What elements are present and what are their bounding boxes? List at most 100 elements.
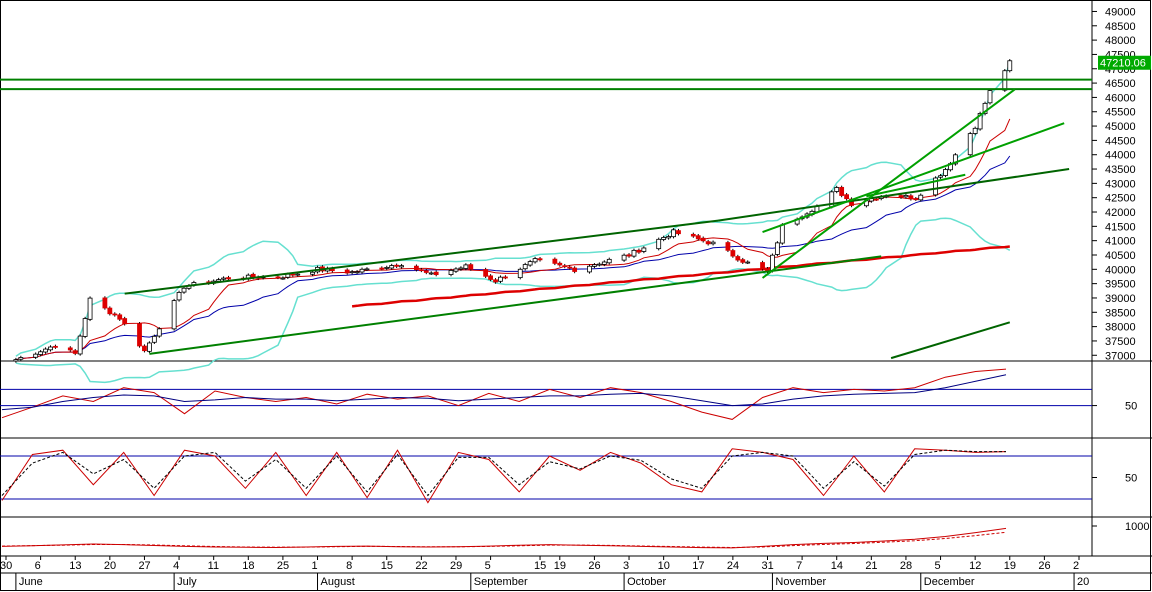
candle-down — [488, 275, 493, 280]
candle-up — [13, 359, 19, 362]
candle-up — [952, 154, 958, 165]
price-tick-label: 48500 — [1105, 21, 1136, 33]
candle-up — [399, 265, 404, 268]
month-label: December — [924, 576, 975, 588]
rsi-tick-label: 50 — [1125, 401, 1137, 413]
candle-up — [359, 268, 365, 273]
candle-down — [562, 265, 568, 268]
candle-up — [661, 237, 667, 240]
candle-up — [671, 229, 676, 238]
price-tick-label: 44000 — [1105, 150, 1136, 162]
candle-down — [740, 259, 746, 263]
rsi-series-line — [1, 368, 1007, 420]
candle-up — [596, 263, 602, 266]
day-tick-label: 18 — [242, 560, 254, 572]
candle-up — [389, 265, 395, 269]
candle-up — [156, 328, 162, 337]
candle-down — [730, 250, 736, 257]
candle-up — [171, 300, 177, 330]
candle-up — [745, 261, 751, 264]
day-tick-label: 26 — [1038, 560, 1050, 572]
candle-up — [498, 276, 503, 282]
price-tick-label: 41000 — [1105, 236, 1136, 248]
day-tick-label: 29 — [450, 560, 462, 572]
candle-up — [77, 335, 83, 355]
candle-down — [695, 235, 701, 240]
candle-down — [844, 194, 849, 200]
candle-down — [344, 269, 350, 274]
day-tick-label: 21 — [865, 560, 877, 572]
moving-average-long — [351, 245, 1010, 308]
candle-up — [82, 318, 88, 337]
candle-down — [503, 276, 508, 279]
candle-up — [354, 271, 360, 274]
candle-up — [458, 267, 464, 270]
candle-down — [107, 307, 113, 315]
volume-series-line — [1, 531, 1007, 549]
candle-up — [48, 346, 53, 351]
candle-down — [468, 264, 474, 270]
candle-down — [552, 258, 558, 264]
volume-tick-label: 1000 — [1125, 521, 1149, 533]
candle-up — [987, 90, 993, 104]
price-tick-label: 37000 — [1105, 350, 1136, 362]
candle-up — [606, 258, 612, 264]
candle-down — [873, 198, 879, 201]
month-label: August — [321, 576, 355, 588]
trendline — [890, 321, 1011, 360]
candle-down — [226, 277, 231, 280]
candle-up — [774, 242, 780, 255]
month-label: November — [775, 576, 826, 588]
candle-up — [938, 175, 943, 178]
day-tick-label: 8 — [346, 560, 352, 572]
candle-down — [418, 269, 424, 272]
trendline — [124, 219, 719, 295]
candle-up — [779, 224, 785, 244]
day-tick-label: 26 — [588, 560, 600, 572]
candle-up — [532, 258, 538, 263]
last-price-tag — [1098, 55, 1151, 70]
candle-up — [631, 249, 637, 257]
candle-down — [72, 350, 78, 354]
candle-up — [522, 264, 528, 270]
candle-up — [43, 348, 48, 353]
candle-up — [151, 335, 157, 343]
moving-average-20 — [15, 155, 1011, 361]
day-tick-label: 5 — [485, 560, 491, 572]
candle-up — [453, 268, 459, 272]
trendline — [762, 122, 1065, 234]
day-tick-label: 19 — [1004, 560, 1016, 572]
stochastic-series-line — [1, 449, 1006, 497]
candle-up — [295, 273, 301, 276]
day-tick-label: 30 — [0, 560, 12, 572]
day-tick-label: 7 — [796, 560, 802, 572]
candle-up — [710, 241, 716, 245]
candle-up — [601, 261, 607, 265]
candle-down — [636, 249, 642, 253]
candle-up — [310, 271, 315, 275]
candle-up — [463, 264, 469, 269]
candle-down — [423, 270, 429, 273]
trendline — [761, 88, 1016, 279]
candles — [13, 59, 1013, 363]
candle-up — [933, 177, 939, 196]
candle-up — [38, 351, 44, 355]
candle-down — [690, 233, 696, 237]
candle-up — [641, 247, 647, 252]
bollinger-lower — [15, 217, 1011, 384]
candle-down — [433, 271, 439, 276]
candle-down — [572, 267, 578, 272]
bollinger-upper — [15, 61, 1011, 357]
candle-up — [1007, 60, 1013, 72]
day-tick-label: 19 — [554, 560, 566, 572]
day-tick-label: 15 — [381, 560, 393, 572]
candle-down — [537, 258, 543, 261]
day-tick-label: 25 — [277, 560, 289, 572]
price-tick-label: 38000 — [1105, 322, 1136, 334]
day-tick-label: 10 — [658, 560, 670, 572]
candle-down — [913, 198, 919, 201]
candle-down — [117, 314, 123, 320]
candle-up — [428, 272, 434, 275]
